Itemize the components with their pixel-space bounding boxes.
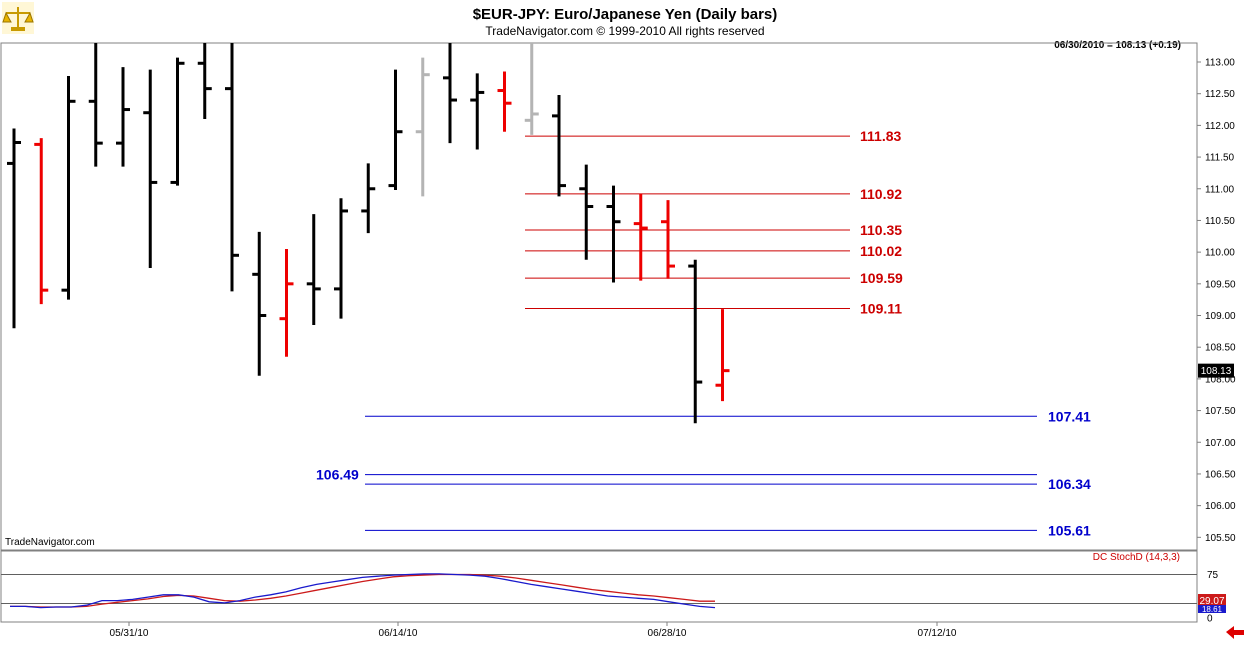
price-tick-label-10: 108.00 <box>1205 374 1236 385</box>
scales-logo-icon[interactable] <box>2 2 34 34</box>
resistance-label-5: 109.11 <box>860 301 902 317</box>
ohlc-bar-7 <box>197 43 212 120</box>
chart-subtitle: TradeNavigator.com © 1999-2010 All right… <box>485 24 764 38</box>
stoch-d-line <box>10 573 715 608</box>
price-tick-label-8: 109.00 <box>1205 311 1236 322</box>
resistance-label-1: 110.92 <box>860 186 902 202</box>
price-tick-label-3: 111.50 <box>1205 153 1235 164</box>
price-tick-label-5: 110.50 <box>1205 216 1235 227</box>
price-tick-label-6: 110.00 <box>1205 248 1235 259</box>
support-label-0: 107.41 <box>1048 408 1091 424</box>
stoch-d-value-badge <box>1198 594 1226 606</box>
ohlc-bar-17 <box>470 73 485 150</box>
ohlc-bar-16 <box>443 43 457 144</box>
resistance-label-3: 110.02 <box>860 243 902 259</box>
ohlc-bar-10 <box>279 248 294 357</box>
ohlc-bar-18 <box>497 71 512 132</box>
price-levels: 111.83 110.92 110.35 110.02 109.59 109.11 107.… <box>316 128 1091 538</box>
stoch-d-value: 29.07 <box>1199 596 1224 607</box>
ohlc-bars <box>7 43 730 424</box>
last-price-badge <box>1198 363 1234 378</box>
date-tick-label-0: 05/31/10 <box>110 628 149 639</box>
date-tick-label-3: 07/12/10 <box>918 628 957 639</box>
price-tick-label-14: 106.00 <box>1205 501 1236 512</box>
price-tick-label-13: 106.50 <box>1205 469 1236 480</box>
support-label-3: 105.61 <box>1048 522 1091 538</box>
price-tick-label-7: 109.50 <box>1205 279 1236 290</box>
support-label-1: 106.49 <box>316 467 359 483</box>
price-tick-label-11: 107.50 <box>1205 406 1236 417</box>
stoch-k-value-badge <box>1198 605 1226 613</box>
ohlc-bar-2 <box>61 75 76 300</box>
ohlc-bar-15 <box>415 57 430 197</box>
price-tick-label-4: 111.00 <box>1205 184 1235 195</box>
price-axis: 113.00 112.50 112.00 111.50 111.00 110.50 110.… <box>1197 58 1236 544</box>
ohlc-bar-25 <box>688 259 703 424</box>
resistance-label-4: 109.59 <box>860 270 903 286</box>
resistance-label-0: 111.83 <box>860 128 901 144</box>
last-price-info: 06/30/2010 = 108.13 (+0.19) <box>1054 40 1181 51</box>
stochastic-panel <box>0 550 1198 623</box>
ohlc-bar-6 <box>170 57 185 186</box>
price-panel <box>0 42 1198 551</box>
ohlc-bar-21 <box>579 164 594 260</box>
ohlc-bar-24 <box>661 200 675 279</box>
stoch-k-line <box>10 573 716 609</box>
ohlc-bar-20 <box>552 94 566 197</box>
price-tick-label-1: 112.50 <box>1205 89 1235 100</box>
ohlc-bar-1 <box>34 138 49 305</box>
date-tick-label-1: 06/14/10 <box>379 628 418 639</box>
ohlc-bar-23 <box>633 193 648 281</box>
last-price-badge-label: 108.13 <box>1201 366 1232 377</box>
date-axis: 05/31/10 06/14/10 06/28/10 07/12/10 <box>110 622 957 639</box>
stoch-tick-label-0: 75 <box>1207 570 1219 581</box>
resistance-label-2: 110.35 <box>860 222 902 238</box>
ohlc-bar-3 <box>88 43 103 167</box>
support-label-2: 106.34 <box>1048 476 1091 492</box>
ohlc-bar-0 <box>7 128 21 329</box>
ohlc-bar-9 <box>252 231 267 376</box>
ohlc-bar-19 <box>524 43 539 135</box>
watermark: TradeNavigator.com <box>5 537 95 548</box>
ohlc-bar-5 <box>143 69 158 268</box>
price-tick-label-12: 107.00 <box>1205 438 1236 449</box>
stoch-k-value: 18.61 <box>1202 605 1223 614</box>
price-tick-label-0: 113.00 <box>1205 58 1235 69</box>
scroll-left-arrow-icon[interactable] <box>1222 624 1248 641</box>
price-tick-label-15: 105.50 <box>1205 533 1236 544</box>
chart-title: $EUR-JPY: Euro/Japanese Yen (Daily bars) <box>473 6 778 23</box>
ohlc-bar-14 <box>388 69 403 191</box>
stoch-tick-label-1: 0 <box>1207 614 1213 625</box>
price-tick-label-9: 108.50 <box>1205 343 1236 354</box>
date-tick-label-2: 06/28/10 <box>648 628 687 639</box>
ohlc-bar-11 <box>306 214 321 326</box>
ohlc-bar-13 <box>361 163 376 234</box>
ohlc-bar-22 <box>606 185 621 283</box>
ohlc-bar-8 <box>225 43 239 292</box>
ohlc-bar-12 <box>334 198 348 319</box>
price-tick-label-2: 112.00 <box>1205 121 1235 132</box>
indicator-label: DC StochD (14,3,3) <box>1093 552 1180 563</box>
ohlc-bar-26 <box>715 309 730 402</box>
ohlc-bar-4 <box>116 67 130 167</box>
